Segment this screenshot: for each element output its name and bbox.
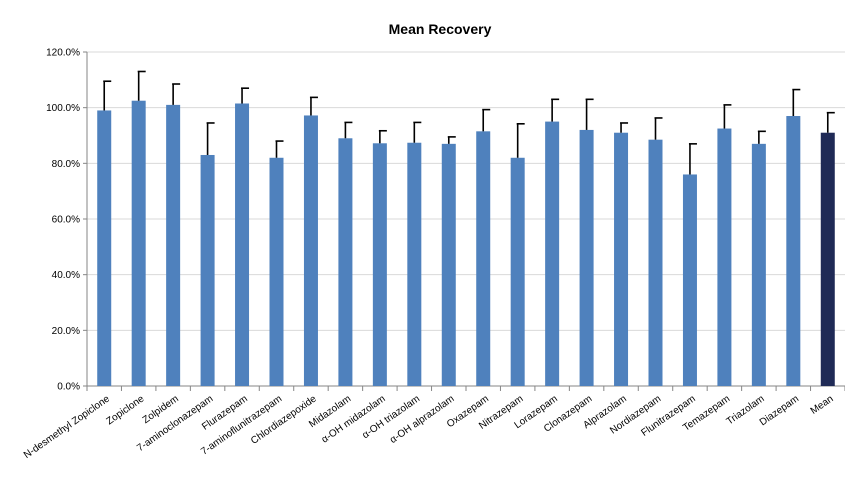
bar bbox=[441, 143, 456, 386]
bar bbox=[820, 132, 835, 386]
y-tick-labels: 0.0% 20.0% 40.0% 60.0% 80.0% 100.0% 120.0% bbox=[46, 48, 80, 393]
bar bbox=[545, 121, 560, 386]
y-tick-label: 60.0% bbox=[52, 215, 80, 226]
y-tick-label: 80.0% bbox=[52, 159, 80, 170]
bar bbox=[407, 142, 422, 386]
bar bbox=[510, 157, 525, 386]
bar bbox=[648, 139, 663, 386]
bar bbox=[579, 129, 594, 386]
bar bbox=[235, 103, 250, 386]
y-tick-label: 120.0% bbox=[46, 48, 80, 59]
bar bbox=[786, 116, 801, 387]
bar bbox=[476, 131, 491, 386]
bar bbox=[269, 157, 284, 386]
x-tick-label: Zopiclone bbox=[105, 393, 147, 427]
x-tick-labels: N-desmethyl ZopicloneZopicloneZolpidem7-… bbox=[22, 393, 836, 461]
y-tick-label: 100.0% bbox=[46, 103, 80, 114]
bar bbox=[372, 143, 387, 386]
bar bbox=[303, 115, 318, 387]
x-tick-label: N-desmethyl Zopiclone bbox=[22, 393, 112, 461]
x-tick-label: Diazepam bbox=[758, 393, 801, 428]
error-bars bbox=[103, 70, 835, 175]
bar bbox=[166, 104, 181, 386]
y-tick-label: 0.0% bbox=[57, 382, 80, 393]
bar bbox=[751, 143, 766, 386]
bar bbox=[338, 138, 353, 386]
x-tick-label: Mean bbox=[809, 393, 836, 416]
bar bbox=[614, 132, 629, 386]
bar bbox=[682, 174, 697, 386]
y-tick-label: 20.0% bbox=[52, 326, 80, 337]
bars bbox=[97, 100, 835, 387]
chart-title: Mean Recovery bbox=[389, 21, 492, 37]
bar bbox=[131, 100, 146, 386]
y-tick-label: 40.0% bbox=[52, 270, 80, 281]
bar bbox=[717, 128, 732, 386]
bar bbox=[97, 110, 112, 386]
bar bbox=[200, 154, 215, 386]
